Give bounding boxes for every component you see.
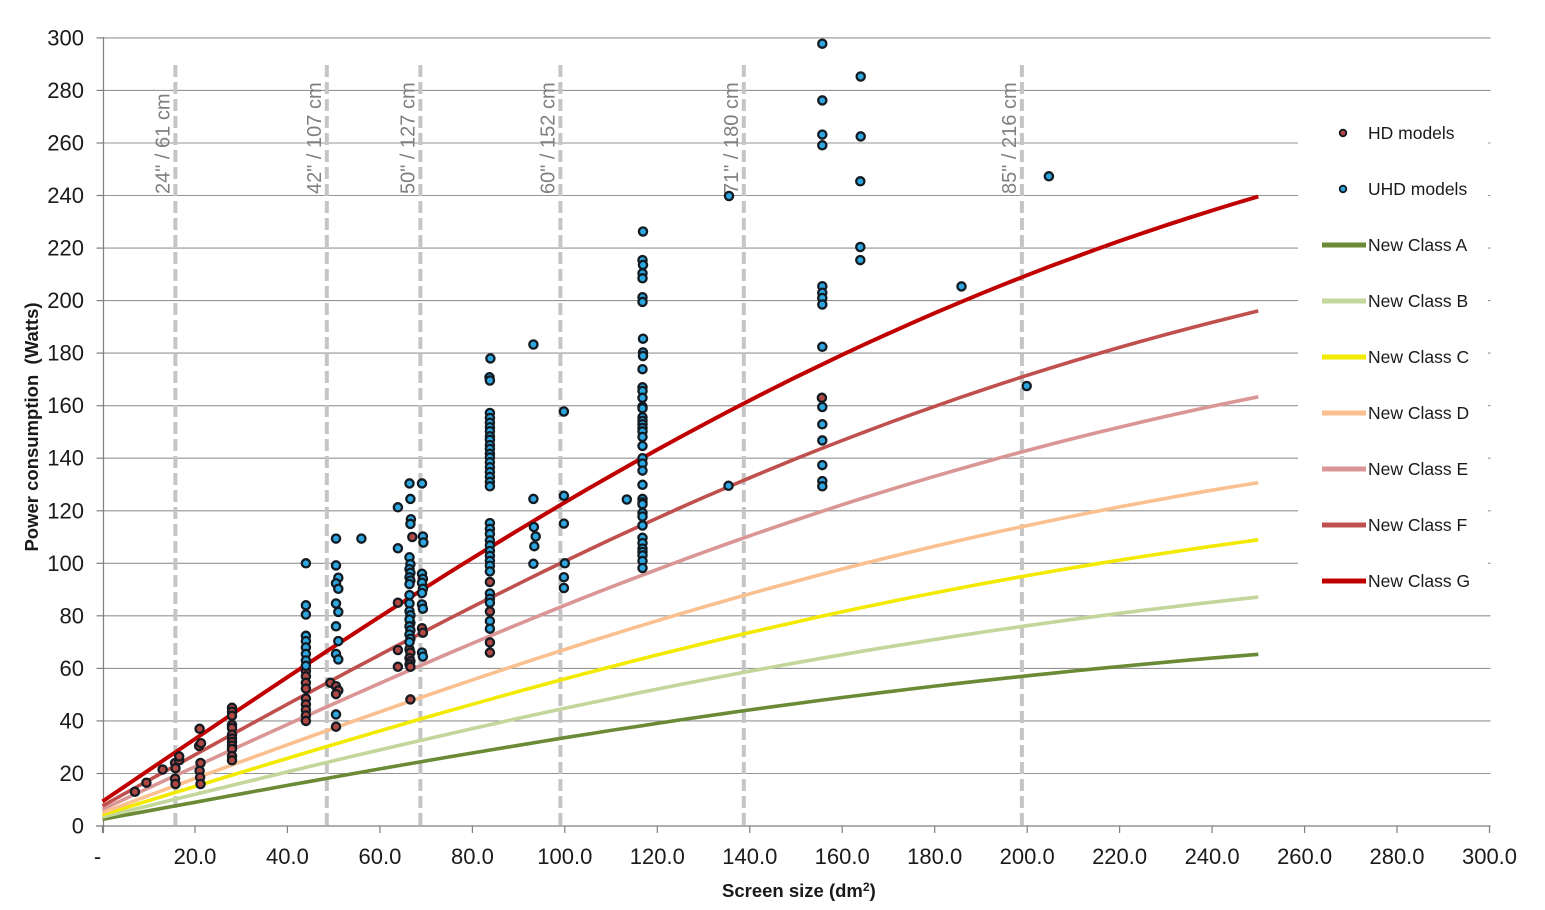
svg-text:180: 180 xyxy=(47,341,84,366)
svg-text:180.0: 180.0 xyxy=(907,844,962,869)
svg-text:New Class C: New Class C xyxy=(1368,347,1469,367)
svg-text:80: 80 xyxy=(60,603,84,628)
svg-text:140.0: 140.0 xyxy=(722,844,777,869)
svg-text:20.0: 20.0 xyxy=(174,844,217,869)
svg-text:100.0: 100.0 xyxy=(537,844,592,869)
svg-text:280: 280 xyxy=(47,78,84,103)
svg-text:40.0: 40.0 xyxy=(266,844,309,869)
svg-text:300.0: 300.0 xyxy=(1462,844,1517,869)
svg-text:Screen size (dm2): Screen size (dm2) xyxy=(722,880,876,901)
svg-text:140: 140 xyxy=(47,446,84,471)
svg-text:260.0: 260.0 xyxy=(1277,844,1332,869)
svg-text:220: 220 xyxy=(47,236,84,261)
svg-text:New Class A: New Class A xyxy=(1368,235,1468,255)
svg-text:60.0: 60.0 xyxy=(358,844,401,869)
svg-text:80.0: 80.0 xyxy=(451,844,494,869)
svg-text:200: 200 xyxy=(47,288,84,313)
svg-text:New Class B: New Class B xyxy=(1368,291,1468,311)
svg-text:50" / 127 cm: 50" / 127 cm xyxy=(397,82,419,194)
svg-text:280.0: 280.0 xyxy=(1369,844,1424,869)
svg-text:42" / 107 cm: 42" / 107 cm xyxy=(304,82,326,194)
svg-text:100: 100 xyxy=(47,551,84,576)
svg-text:260: 260 xyxy=(47,131,84,156)
svg-text:40: 40 xyxy=(60,708,84,733)
svg-text:-: - xyxy=(94,844,101,869)
svg-text:85" / 216 cm: 85" / 216 cm xyxy=(999,82,1021,194)
svg-text:24" / 61 cm: 24" / 61 cm xyxy=(152,94,174,194)
svg-text:New Class D: New Class D xyxy=(1368,403,1469,423)
svg-text:New Class F: New Class F xyxy=(1368,515,1467,535)
svg-text:HD models: HD models xyxy=(1368,123,1455,143)
svg-text:0: 0 xyxy=(72,814,84,839)
svg-text:220.0: 220.0 xyxy=(1092,844,1147,869)
svg-text:New Class E: New Class E xyxy=(1368,459,1468,479)
svg-text:240: 240 xyxy=(47,183,84,208)
svg-text:UHD models: UHD models xyxy=(1368,179,1467,199)
svg-text:Power consumption (Watts): Power consumption (Watts) xyxy=(21,302,42,551)
svg-text:160.0: 160.0 xyxy=(815,844,870,869)
svg-text:60: 60 xyxy=(60,656,84,681)
svg-text:160: 160 xyxy=(47,393,84,418)
svg-text:New Class G: New Class G xyxy=(1368,571,1470,591)
svg-text:200.0: 200.0 xyxy=(1000,844,1055,869)
svg-text:60" / 152 cm: 60" / 152 cm xyxy=(537,82,559,194)
svg-text:300: 300 xyxy=(47,25,84,50)
svg-text:120.0: 120.0 xyxy=(630,844,685,869)
svg-text:20: 20 xyxy=(60,761,84,786)
svg-text:71" / 180 cm: 71" / 180 cm xyxy=(721,82,743,194)
svg-text:240.0: 240.0 xyxy=(1185,844,1240,869)
svg-text:120: 120 xyxy=(47,498,84,523)
